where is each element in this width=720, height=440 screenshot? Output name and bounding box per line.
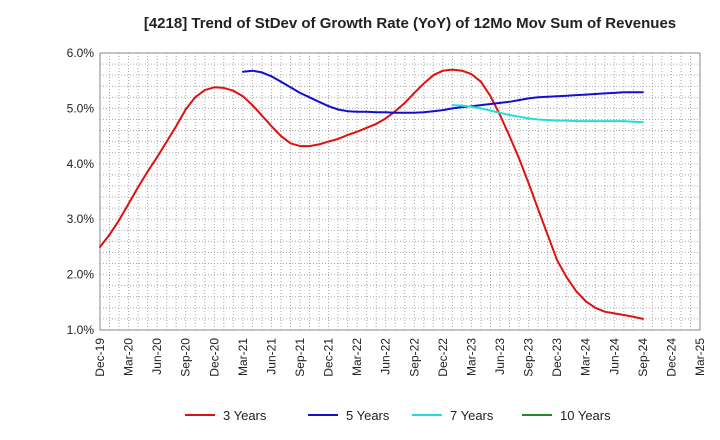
legend-label-3-years: 3 Years (223, 408, 267, 423)
x-tick-label: Jun-23 (493, 338, 507, 375)
legend-label-5-years: 5 Years (346, 408, 390, 423)
x-tick-label: Dec-20 (207, 338, 221, 377)
x-tick-label: Mar-22 (350, 338, 364, 376)
x-tick-label: Jun-20 (150, 338, 164, 375)
x-tick-label: Mar-21 (236, 338, 250, 376)
chart-title: [4218] Trend of StDev of Growth Rate (Yo… (144, 15, 676, 32)
x-tick-label: Dec-24 (664, 338, 678, 377)
x-tick-label: Mar-20 (122, 338, 136, 376)
series-line-5-years (241, 69, 644, 114)
x-tick-label: Dec-21 (322, 338, 336, 377)
y-axis-ticks: 1.0% 2.0% 3.0% 4.0% 5.0% 6.0% (67, 46, 95, 337)
series-layer (99, 68, 644, 320)
grid-layer (100, 53, 700, 330)
x-tick-label: Sep-21 (293, 338, 307, 377)
legend-label-10-years: 10 Years (560, 408, 611, 423)
x-tick-label: Sep-20 (179, 338, 193, 377)
y-tick-label: 4.0% (67, 157, 95, 171)
x-tick-label: Dec-23 (550, 338, 564, 377)
series-line-3-years (99, 68, 644, 320)
x-tick-label: Mar-23 (464, 338, 478, 376)
x-tick-label: Dec-19 (93, 338, 107, 377)
plot-frame (99, 52, 701, 331)
x-tick-label: Sep-22 (407, 338, 421, 377)
x-tick-label: Jun-24 (607, 338, 621, 375)
y-tick-label: 2.0% (67, 268, 95, 282)
y-tick-label: 5.0% (67, 101, 95, 115)
y-tick-label: 3.0% (67, 212, 95, 226)
y-tick-label: 6.0% (67, 46, 95, 60)
x-tick-label: Sep-24 (636, 338, 650, 377)
x-tick-label: Sep-23 (522, 338, 536, 377)
series-line-7-years (451, 104, 644, 124)
x-tick-label: Dec-22 (436, 338, 450, 377)
x-tick-label: Mar-25 (693, 338, 707, 376)
legend-label-7-years: 7 Years (450, 408, 494, 423)
x-tick-label: Jun-21 (264, 338, 278, 375)
x-axis-ticks: Dec-19 Mar-20 Jun-20 Sep-20 Dec-20 Mar-21 Jun-… (93, 338, 707, 377)
x-tick-label: Jun-22 (379, 338, 393, 375)
y-tick-label: 1.0% (67, 323, 95, 337)
legend: 3 Years 5 Years 7 Years 10 Years (185, 408, 611, 423)
x-tick-label: Mar-24 (579, 338, 593, 376)
